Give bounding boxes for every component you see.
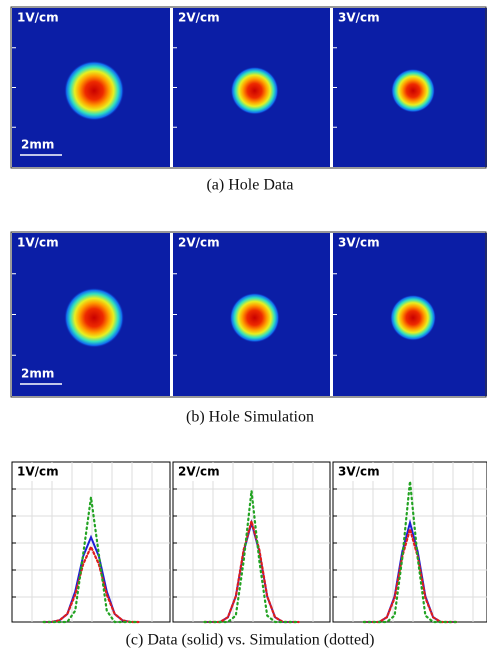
- panel-label: 1V/cm: [17, 465, 59, 479]
- plot-area: [332, 461, 487, 623]
- panel-label: 2V/cm: [178, 11, 220, 25]
- panel-label: 3V/cm: [338, 11, 380, 25]
- heatmap-spot: [64, 287, 125, 348]
- series-line: [42, 497, 140, 624]
- caption: (a) Hole Data: [206, 177, 293, 194]
- series-line: [203, 490, 300, 624]
- panel-label: 1V/cm: [17, 236, 59, 250]
- series-line: [42, 544, 140, 624]
- label-box: [13, 463, 65, 481]
- heatmap-spot: [230, 66, 279, 115]
- panel-label: 3V/cm: [338, 465, 380, 479]
- label-box: [174, 463, 226, 481]
- heatmap-spot: [390, 294, 437, 341]
- label-box: [334, 463, 386, 481]
- panel-label: 3V/cm: [338, 236, 380, 250]
- scale-bar-label: 2mm: [21, 367, 54, 381]
- series-line: [362, 481, 458, 624]
- heatmap-spot: [391, 68, 436, 113]
- row-frame: [10, 6, 487, 169]
- caption: (c) Data (solid) vs. Simulation (dotted): [126, 632, 375, 649]
- plot-area: [172, 461, 331, 623]
- panel-label: 2V/cm: [178, 465, 220, 479]
- panel-label: 1V/cm: [17, 11, 59, 25]
- caption: (b) Hole Simulation: [186, 409, 314, 426]
- heatmap-spot: [64, 60, 125, 121]
- heatmap-spot: [229, 292, 280, 343]
- panel-label: 2V/cm: [178, 236, 220, 250]
- row-frame: [10, 231, 487, 398]
- plot-area: [11, 461, 171, 623]
- scale-bar-label: 2mm: [21, 138, 54, 152]
